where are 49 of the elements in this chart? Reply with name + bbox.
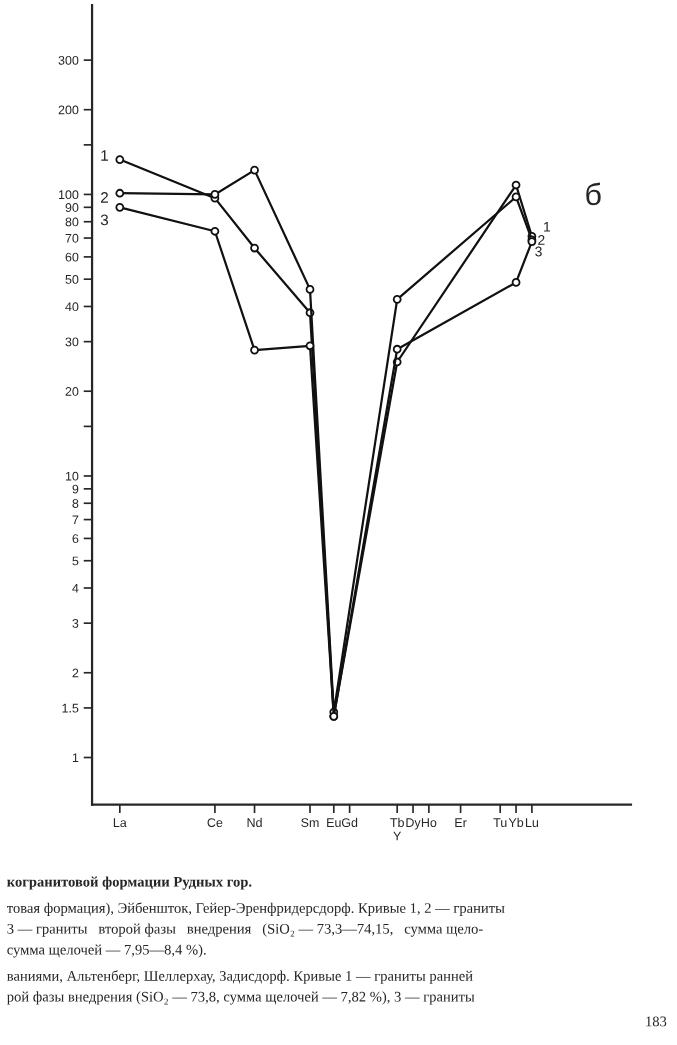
- y-tick-label: 2: [72, 668, 79, 678]
- x-tick-label: Nd: [247, 817, 262, 828]
- y-tick-label: 1: [72, 753, 79, 763]
- series-label: 3: [535, 246, 542, 257]
- text: 183: [646, 1016, 667, 1027]
- x-tick-label: La: [113, 818, 127, 828]
- y-tick-label: 9: [72, 484, 79, 494]
- y-tick-label: 5: [72, 556, 79, 566]
- x-tick-label: Er: [455, 818, 467, 827]
- y-tick-label: 70: [65, 233, 79, 243]
- x-tick-label: Eu: [327, 818, 341, 828]
- y-tick-label: 90: [65, 203, 79, 212]
- text: сумма щелочей — 7,95—8,4 %).: [7, 944, 206, 958]
- text: 3: [100, 214, 109, 226]
- text: когранитовой формации Рудных гор.: [7, 876, 252, 890]
- text: рой фазы внедрения (SiO₂ — 73,8, сумма щелочей — 7,82 %), 3 — граниты: [7, 991, 475, 1005]
- y-tick-label: 40: [65, 302, 79, 312]
- text: 1: [544, 222, 551, 232]
- y-tick-label: 30: [65, 337, 79, 347]
- y-tick-label: 7: [72, 515, 79, 525]
- x-tick-label: Tb Y: [390, 817, 404, 841]
- y-tick-label: 50: [65, 274, 79, 284]
- y-tick-label: 6: [72, 534, 79, 544]
- x-tick-label: Ce: [207, 818, 223, 828]
- y-tick-label: 80: [65, 217, 79, 227]
- y-tick-label: 200: [58, 105, 79, 115]
- series-label: 1: [101, 150, 108, 161]
- y-tick-label: 1.5: [62, 703, 79, 713]
- text: 3 — граниты второй фазы внедрения (SiO₂ — 73,3—74,15, сумма щело-: [7, 923, 483, 937]
- y-tick-label: 20: [65, 387, 79, 396]
- x-tick-label: Yb: [508, 817, 524, 828]
- x-tick-label: Tu: [493, 818, 507, 828]
- x-tick-label: Sm: [301, 818, 319, 828]
- y-tick-label: 300: [58, 55, 79, 65]
- y-tick-label: 4: [72, 583, 79, 593]
- annotation: б: [586, 182, 601, 206]
- series-label: 2: [538, 235, 545, 245]
- text: ваниями, Альтенберг, Шеллерхау, Задисдорф. Кривые 1 — граниты ранней: [7, 970, 473, 984]
- y-tick-label: 3: [72, 618, 79, 628]
- y-tick-label: 60: [65, 252, 79, 262]
- text: 2: [100, 192, 108, 203]
- x-tick-label: Gd: [341, 817, 358, 828]
- x-tick-label: Lu: [525, 818, 539, 828]
- y-tick-label: 10: [65, 471, 79, 481]
- text: товая формация), Эйбеншток, Гейер-Эренфридерсдорф. Кривые 1, 2 — граниты: [6, 902, 505, 916]
- x-tick-label: Dy: [406, 818, 421, 830]
- y-tick-label: 8: [72, 499, 79, 508]
- x-tick-label: Ho: [421, 818, 437, 828]
- y-tick-label: 100: [58, 190, 79, 200]
